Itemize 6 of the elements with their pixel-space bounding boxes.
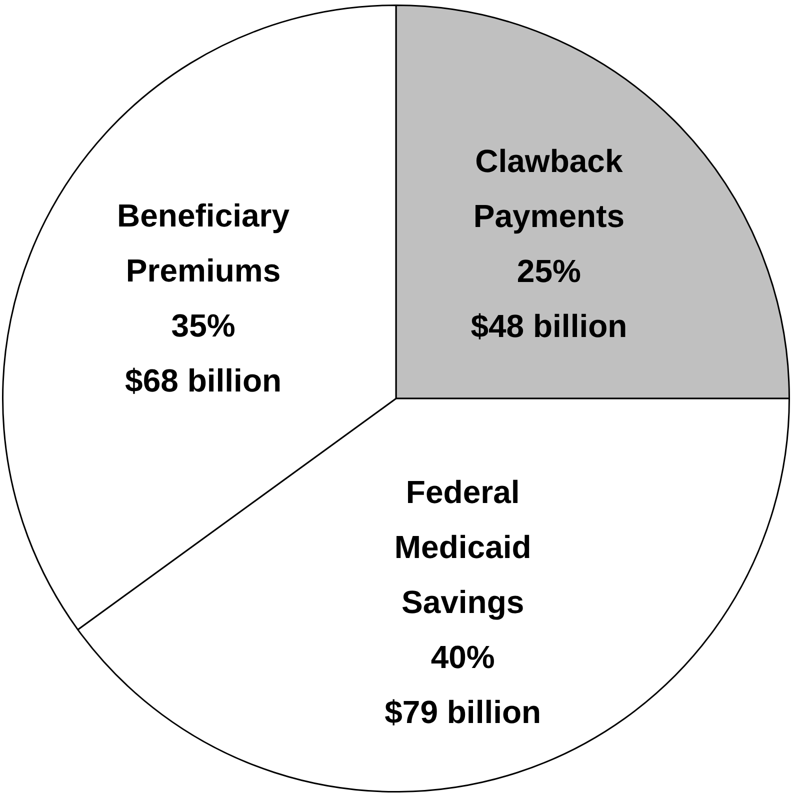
data-label: 25% $48 billion bbox=[470, 252, 628, 344]
slice-label: Clawback Payments bbox=[473, 142, 625, 234]
data-label: 40% $79 billion bbox=[384, 639, 542, 730]
data-label: 35% $68 billion bbox=[125, 308, 282, 399]
slice-label: Federal Medicaid Savings bbox=[394, 474, 532, 620]
slice-label: Beneficiary Premiums bbox=[117, 198, 290, 289]
